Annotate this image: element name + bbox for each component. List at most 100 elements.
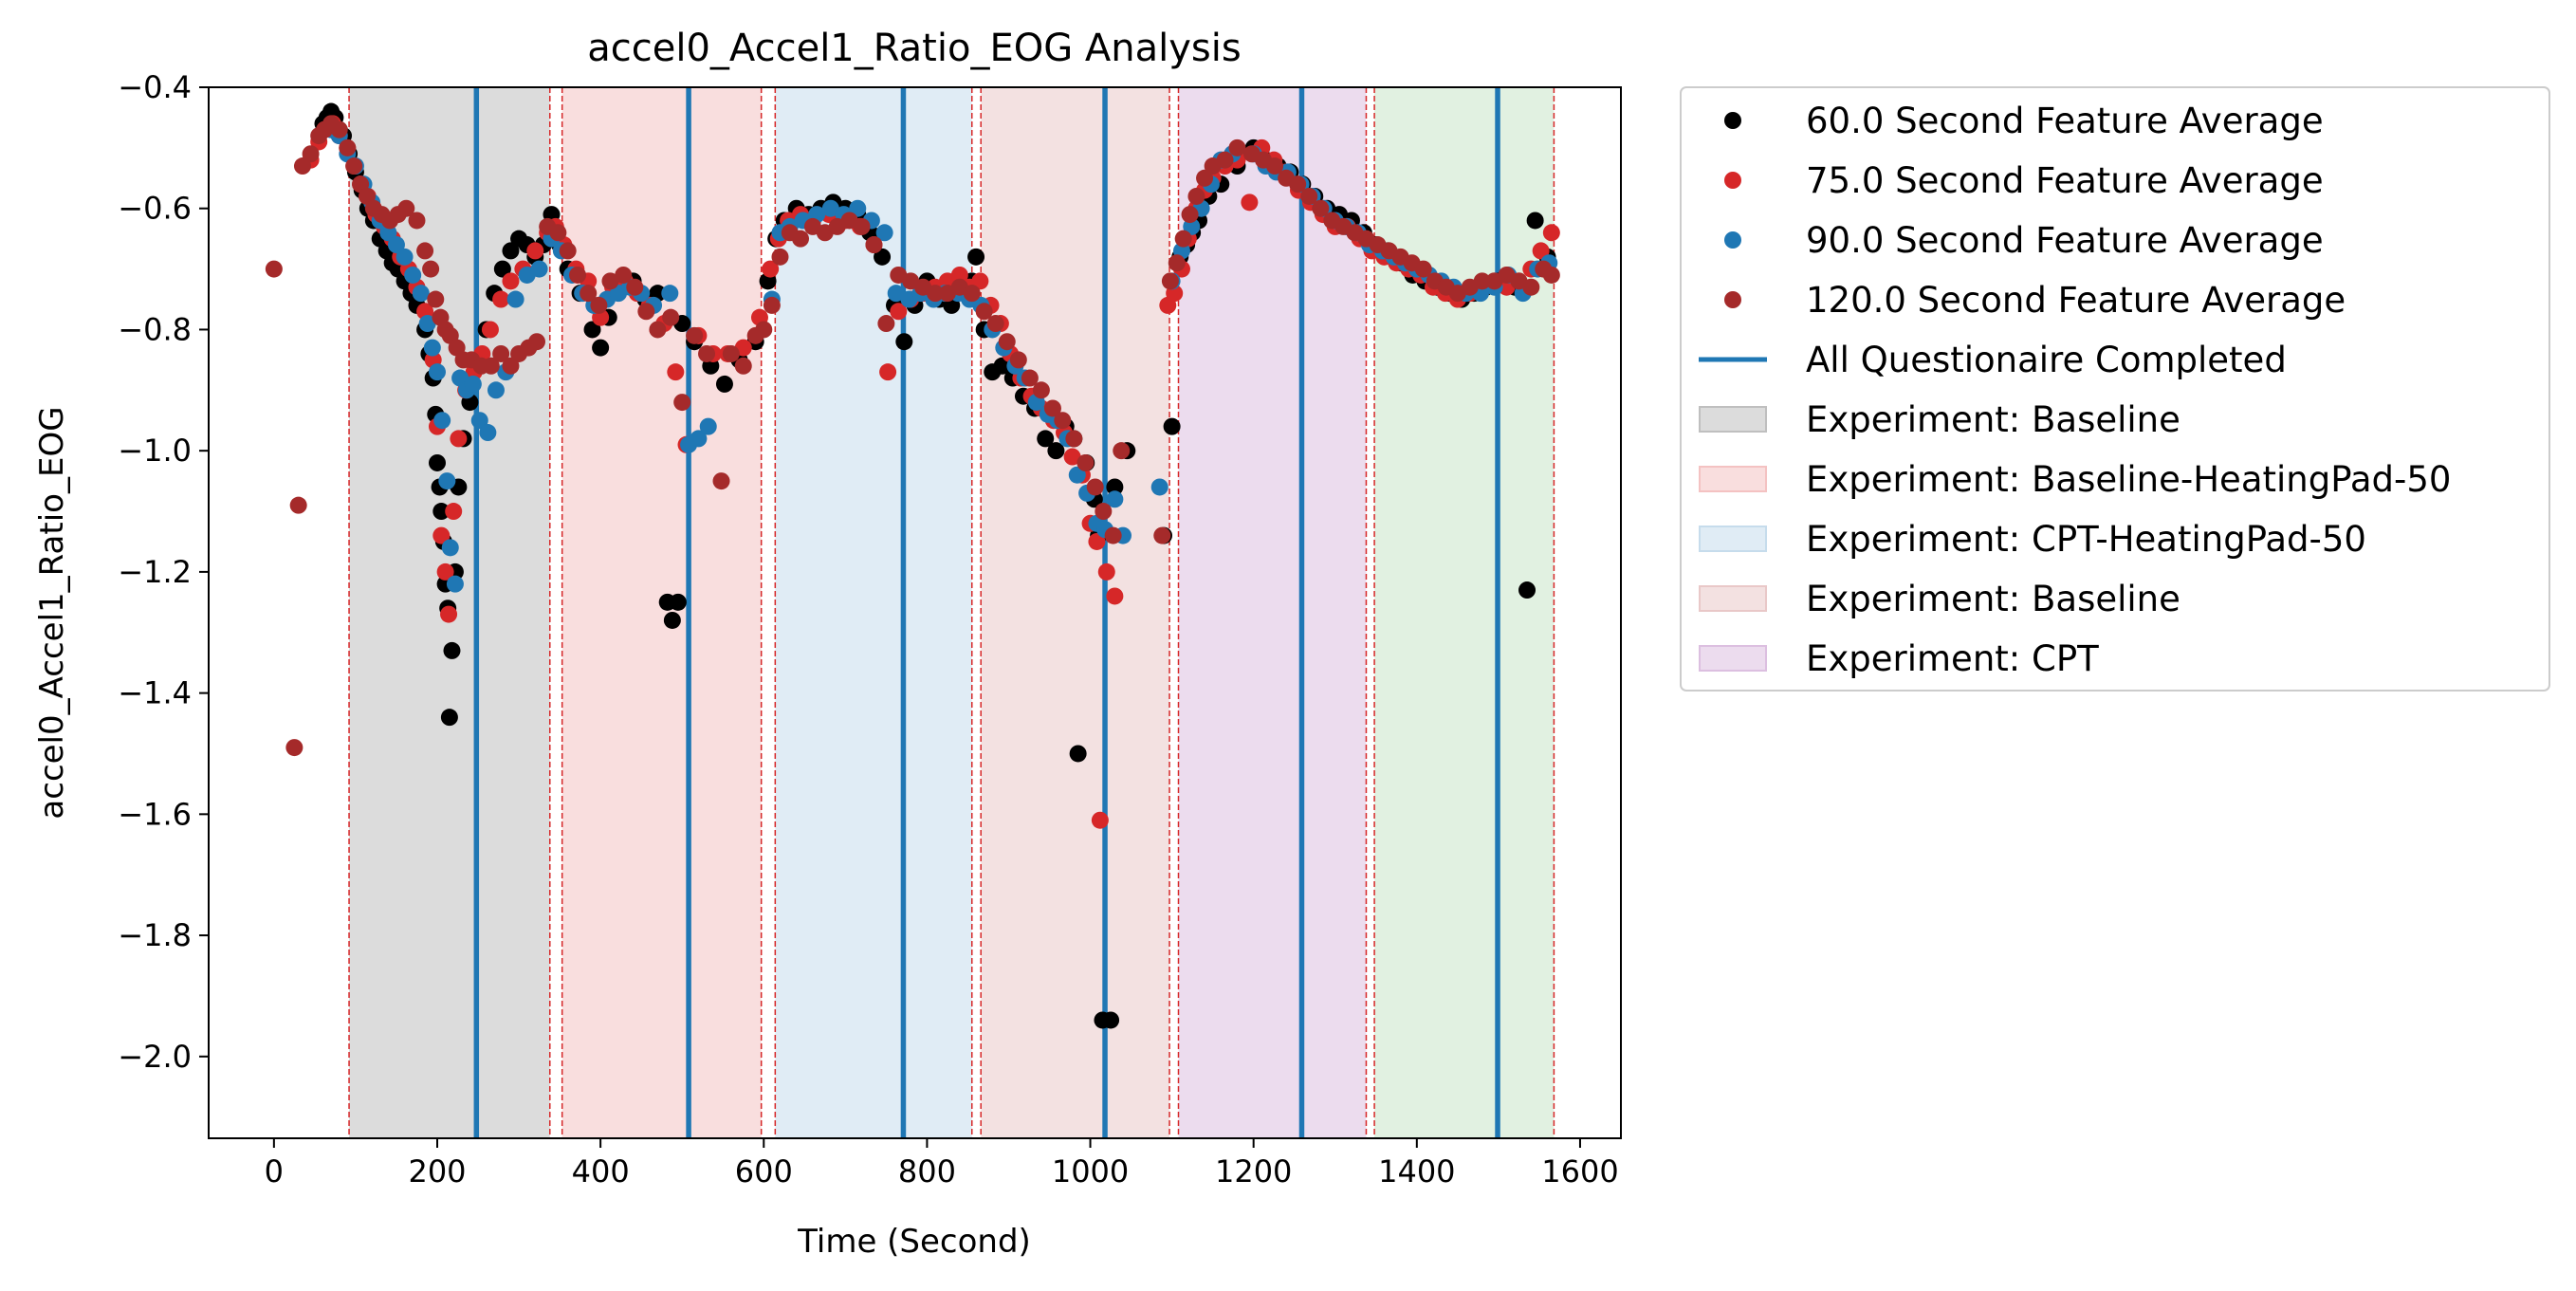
legend-patch	[1699, 526, 1767, 552]
series-4	[265, 115, 1560, 757]
chart-title: accel0_Accel1_Ratio_EOG Analysis	[587, 27, 1241, 70]
data-point	[887, 285, 905, 303]
legend-patch	[1699, 466, 1767, 492]
data-point	[971, 272, 989, 290]
data-point	[1009, 351, 1027, 369]
data-point	[1106, 587, 1124, 605]
legend-patch	[1699, 585, 1767, 612]
data-point	[1054, 412, 1072, 430]
data-point	[669, 593, 687, 611]
x-tick-label: 0	[265, 1153, 284, 1190]
data-point	[285, 739, 304, 757]
data-point	[1187, 187, 1205, 205]
data-point	[440, 605, 458, 623]
data-point	[479, 424, 497, 442]
data-point	[492, 290, 510, 308]
x-tick-label: 200	[408, 1153, 466, 1190]
data-point	[1076, 453, 1095, 471]
data-point	[963, 285, 981, 303]
experiment-band	[1178, 87, 1367, 1138]
data-point	[895, 333, 913, 351]
data-point	[626, 278, 644, 296]
data-point	[1312, 199, 1330, 217]
data-point	[1414, 260, 1432, 278]
data-point	[1113, 442, 1131, 460]
data-point	[821, 199, 839, 217]
x-tick-label: 1600	[1541, 1153, 1618, 1190]
data-point	[762, 260, 780, 278]
data-point	[438, 472, 456, 490]
data-point	[592, 339, 610, 357]
legend-label: Experiment: Baseline	[1806, 399, 2180, 440]
data-point	[418, 315, 436, 333]
x-axis-ticks: 0 200 400 600 800 1000 1200 1400 1600	[265, 1138, 1619, 1190]
legend-frame	[1680, 86, 2550, 692]
data-point	[1091, 811, 1109, 829]
data-point	[1522, 278, 1540, 296]
data-point	[998, 333, 1016, 351]
data-point	[1532, 242, 1550, 260]
data-point	[967, 248, 985, 266]
data-point	[874, 248, 892, 266]
legend-label: Experiment: CPT	[1806, 638, 2099, 679]
x-tick-label: 1000	[1052, 1153, 1129, 1190]
data-point	[1526, 212, 1544, 230]
data-point	[715, 375, 733, 393]
y-tick-label: −1.2	[118, 554, 192, 590]
questionnaire-lines	[473, 87, 1500, 1138]
data-point	[1104, 526, 1122, 544]
data-point	[699, 417, 717, 435]
data-point	[763, 296, 781, 314]
data-point	[450, 430, 468, 448]
data-point	[875, 224, 893, 242]
y-tick-label: −1.8	[118, 917, 192, 953]
data-point	[1102, 1011, 1120, 1029]
data-point	[1228, 138, 1246, 157]
x-tick-label: 1200	[1215, 1153, 1292, 1190]
data-point	[690, 430, 708, 448]
data-points	[265, 102, 1560, 1029]
y-tick-label: −0.8	[118, 311, 192, 347]
data-point	[755, 321, 773, 339]
data-point	[440, 709, 458, 727]
data-point	[506, 290, 524, 308]
x-tick-label: 400	[572, 1153, 630, 1190]
y-tick-label: −0.6	[118, 191, 192, 227]
data-point	[530, 260, 548, 278]
data-point	[559, 242, 577, 260]
data-point	[771, 248, 789, 266]
data-point	[502, 242, 520, 260]
data-point	[432, 503, 451, 521]
data-point	[1088, 532, 1106, 550]
data-point	[408, 212, 426, 230]
data-point	[470, 412, 488, 430]
data-point	[433, 412, 451, 430]
data-point	[583, 321, 601, 339]
data-point	[493, 260, 511, 278]
legend-label: All Questionaire Completed	[1806, 340, 2287, 380]
data-point	[464, 375, 482, 393]
data-point	[446, 575, 464, 593]
data-point	[492, 344, 510, 362]
data-point	[1174, 230, 1192, 248]
data-point	[1095, 503, 1113, 521]
data-point	[927, 285, 945, 303]
data-point	[1063, 448, 1081, 466]
experiment-band	[981, 87, 1170, 1138]
data-point	[445, 503, 463, 521]
data-point	[590, 296, 608, 314]
experiment-band	[775, 87, 972, 1138]
y-tick-label: −1.6	[118, 796, 192, 832]
legend-label: Experiment: Baseline-HeatingPad-50	[1806, 459, 2451, 500]
data-point	[330, 120, 348, 138]
data-point	[673, 394, 691, 412]
y-tick-label: −1.0	[118, 433, 192, 469]
y-tick-label: −1.4	[118, 675, 192, 711]
data-point	[1161, 272, 1179, 290]
data-point	[1181, 206, 1199, 224]
data-point	[993, 357, 1011, 375]
data-point	[569, 266, 587, 284]
data-point	[1266, 157, 1284, 175]
data-point	[1069, 745, 1087, 763]
